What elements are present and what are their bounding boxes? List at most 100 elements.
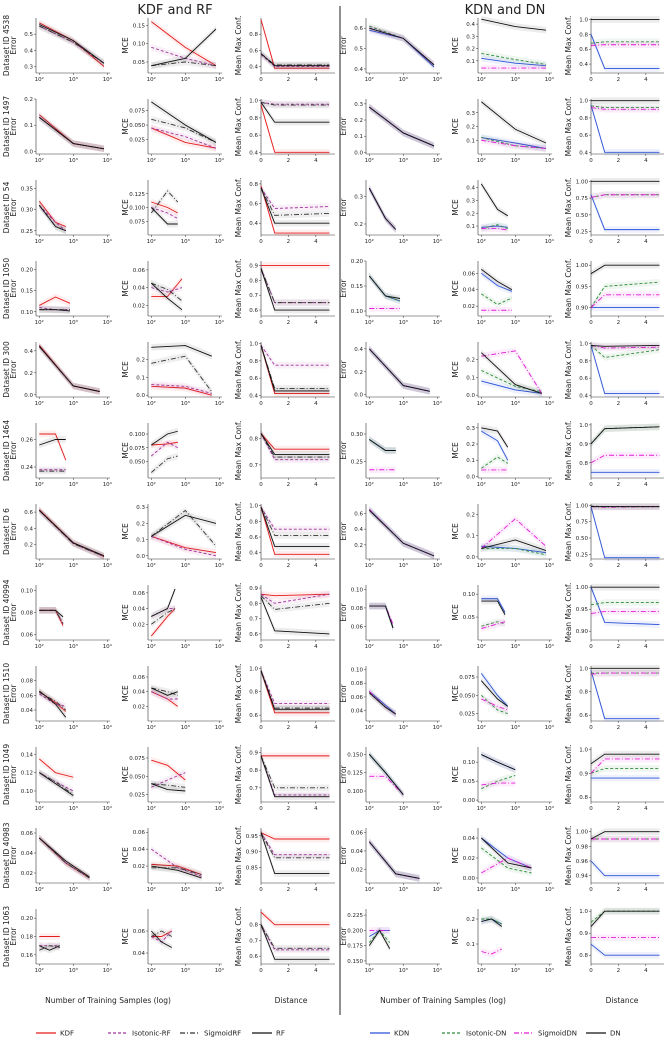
series-line-isotonic-rf [260, 832, 330, 856]
subplot-right-mce: 0.1 0.2 0.3 0.4 10² 10³ 10⁴ MCE [451, 180, 555, 245]
right-x-distance-label: Distance [606, 996, 639, 1005]
y-tick-label: 0.6 [579, 376, 588, 382]
series-line-sigmoidrf [150, 190, 179, 214]
legend-entry: SigmoidDN [538, 1030, 577, 1038]
series-line-rf [151, 430, 178, 446]
x-tick-label: 10² [365, 76, 374, 83]
confidence-band [481, 772, 516, 793]
x-tick-label: 10⁴ [215, 562, 225, 569]
x-tick-label: 10⁴ [103, 319, 113, 326]
row-label: Dataset ID 6 [2, 508, 11, 555]
x-tick-label: 10⁴ [215, 400, 225, 407]
x-tick-label: 0 [259, 77, 263, 83]
x-tick-label: 10⁴ [215, 481, 225, 488]
x-tick-label: 10³ [69, 724, 78, 731]
confidence-band [261, 430, 330, 453]
series-line-sigmoidrf [260, 187, 330, 216]
y-tick-label: 0.6 [579, 47, 588, 53]
x-tick-label: 2 [287, 77, 291, 83]
confidence-band [151, 845, 202, 880]
x-tick-label: 10³ [69, 319, 78, 326]
y-tick-label: 0.04 [133, 607, 146, 613]
subplot-left-error: 0.02 0.04 0.06 10² 10³ 10⁴ Error [9, 828, 113, 893]
x-tick-label: 10² [477, 724, 486, 731]
y-axis-label: Error [339, 35, 348, 54]
y-tick-label: 0.04 [21, 708, 34, 714]
x-tick-label: 0 [589, 77, 593, 83]
subplot-right-error: 0.4 0.5 0.6 10² 10³ 10⁴ Error [339, 18, 443, 83]
x-tick-label: 10³ [399, 724, 408, 731]
x-tick-label: 0 [589, 644, 593, 650]
x-tick-label: 10⁴ [103, 157, 113, 164]
subplot-left-mce: 0.025 0.050 0.075 10² 10³ 10⁴ MCE [121, 98, 225, 164]
y-axis-label: Error [339, 521, 348, 540]
x-tick-label: 10³ [181, 157, 190, 164]
confidence-band [39, 343, 100, 395]
y-axis-label: Error [9, 521, 18, 540]
y-tick-label: 0.1 [466, 138, 475, 144]
series-line-kdf [39, 758, 74, 778]
confidence-band [591, 31, 660, 72]
y-tick-label: 0.85 [246, 865, 259, 871]
x-tick-label: 0 [259, 887, 263, 893]
y-tick-label: 0.6 [354, 26, 363, 32]
series-line-sigmoiddn [481, 948, 502, 955]
series-line-isotonic-dn [481, 369, 542, 393]
y-tick-label: 0.05 [133, 60, 146, 66]
y-tick-label: 0.075 [129, 219, 145, 225]
confidence-band [481, 306, 513, 314]
confidence-band [151, 585, 176, 620]
y-tick-label: 1.0 [579, 747, 588, 753]
confidence-band [261, 265, 330, 306]
series-line-sigmoiddn [480, 518, 547, 549]
confidence-band [481, 834, 532, 872]
x-tick-label: 0 [259, 644, 263, 650]
y-tick-label: 0.95 [246, 834, 259, 840]
confidence-band [591, 191, 660, 201]
confidence-band [39, 769, 74, 795]
confidence-band [481, 98, 547, 147]
subplot-right-mce: 0.0 0.1 0.2 10² 10³ 10⁴ MCE [451, 504, 555, 569]
x-tick-label: 10³ [181, 643, 190, 650]
series-line-sigmoidrf [260, 755, 330, 789]
series-line-dn [480, 837, 532, 869]
x-tick-label: 10² [477, 481, 486, 488]
y-tick-label: 0.10 [351, 588, 364, 594]
y-axis-label: Mean Max Conf. [234, 664, 243, 724]
subplot-right-conf: 0.90 0.95 1.00 0 2 4 Mean Max Conf. [564, 259, 664, 326]
subplot-right-mce: 0.1 0.2 0.3 0.4 10² 10³ 10⁴ MCE [451, 15, 555, 83]
x-tick-label: 4 [644, 77, 648, 83]
series-line-rf [151, 345, 212, 357]
x-tick-label: 10⁴ [433, 724, 443, 731]
y-tick-label: 0.2 [24, 371, 33, 377]
series-line-kdn [590, 587, 660, 626]
y-axis-label: Error [339, 197, 348, 216]
y-axis-label: Mean Max Conf. [564, 421, 573, 481]
y-tick-label: 0.06 [21, 831, 34, 837]
x-tick-label: 10³ [511, 400, 520, 407]
y-tick-label: 0.2 [354, 370, 363, 376]
y-tick-label: 0.8 [579, 359, 588, 365]
series-line-dn [369, 605, 394, 629]
x-tick-label: 4 [314, 401, 318, 407]
y-tick-label: 0.95 [576, 284, 589, 290]
y-axis-label: Error [9, 440, 18, 459]
y-tick-label: 0.7 [249, 786, 258, 792]
y-tick-label: 0.6 [249, 954, 258, 960]
x-tick-label: 10³ [399, 805, 408, 812]
series-line-isotonic-dn [481, 775, 516, 790]
series-line-isotonic-dn [481, 224, 508, 230]
subplot-right-error: 0.0 0.1 0.2 0.3 10² 10³ 10⁴ Error [339, 99, 443, 164]
x-tick-label: 10² [35, 724, 44, 731]
x-tick-label: 2 [287, 968, 291, 974]
y-tick-label: 0.12 [21, 771, 33, 777]
y-tick-label: 0.10 [21, 589, 34, 595]
right-header: KDN and DN [465, 3, 546, 18]
series-line-sigmoiddn [590, 107, 660, 110]
series-line-rf [150, 207, 178, 225]
x-tick-label: 10² [35, 157, 44, 164]
subplot-left-error: 0.25 0.30 0.35 10² 10³ 10⁴ Error [9, 180, 113, 245]
confidence-band [151, 115, 217, 146]
y-axis-label: MCE [121, 847, 130, 864]
y-tick-label: 0.075 [459, 675, 475, 681]
